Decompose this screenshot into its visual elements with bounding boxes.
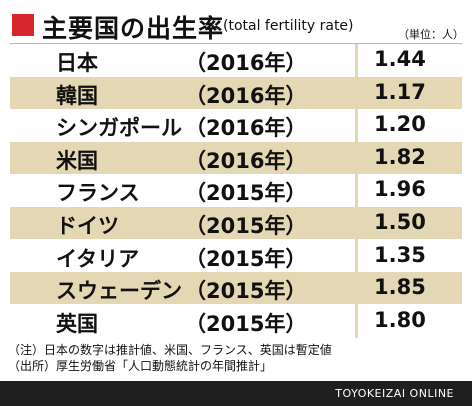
year-cell: （2015年）	[185, 246, 307, 271]
table-row: フランス （2015年） 1.96	[10, 174, 462, 207]
unit-label: （単位：人）	[398, 28, 464, 41]
year-cell: （2016年）	[185, 116, 307, 141]
column-divider	[355, 44, 358, 338]
year-cell: （2015年）	[185, 181, 307, 206]
table-row: ドイツ （2015年） 1.50	[10, 207, 462, 239]
country-cell: 米国	[56, 148, 98, 173]
country-cell: スウェーデン	[56, 279, 182, 304]
value-cell: 1.17	[374, 79, 426, 104]
chart-subtitle: (total fertility rate)	[223, 18, 354, 34]
year-cell: （2015年）	[185, 279, 307, 304]
year-cell: （2016年）	[185, 51, 307, 75]
credit-text: TOYOKEIZAI ONLINE	[335, 387, 454, 400]
country-cell: 日本	[56, 51, 98, 75]
table-row: 米国 （2016年） 1.82	[10, 141, 462, 174]
year-cell: （2016年）	[185, 148, 307, 173]
table-row: 韓国 （2016年） 1.17	[10, 76, 462, 109]
value-cell: 1.80	[374, 307, 426, 332]
value-cell: 1.44	[374, 47, 426, 71]
country-cell: ドイツ	[56, 214, 119, 238]
table-row: スウェーデン （2015年） 1.85	[10, 272, 462, 305]
year-cell: （2015年）	[185, 311, 307, 336]
value-cell: 1.85	[374, 275, 426, 300]
value-cell: 1.96	[374, 177, 426, 202]
table-row: 日本 （2016年） 1.44	[10, 44, 462, 76]
value-cell: 1.82	[374, 144, 426, 169]
table-row: 英国 （2015年） 1.80	[10, 304, 462, 337]
credit-bar: TOYOKEIZAI ONLINE	[0, 381, 472, 406]
note-estimate: （注）日本の数字は推計値、米国、フランス、英国は暫定値	[8, 343, 332, 357]
country-cell: 韓国	[56, 83, 98, 108]
value-cell: 1.35	[374, 242, 426, 267]
table-row: シンガポール （2016年） 1.20	[10, 109, 462, 142]
chart-header: 主要国の出生率 (total fertility rate)	[8, 6, 466, 43]
country-cell: イタリア	[56, 246, 140, 271]
value-cell: 1.50	[374, 210, 426, 234]
country-cell: シンガポール	[56, 116, 182, 141]
country-cell: フランス	[56, 181, 140, 206]
year-cell: （2015年）	[185, 214, 307, 238]
value-cell: 1.20	[374, 112, 426, 137]
notes: （注）日本の数字は推計値、米国、フランス、英国は暫定値 （出所）厚生労働省「人口…	[8, 342, 466, 374]
note-source: （出所）厚生労働省「人口動態統計の年間推計」	[8, 359, 273, 373]
year-cell: （2016年）	[185, 83, 307, 108]
fertility-table: 英国 （2015年） 1.80 スウェーデン （2015年） 1.85 イタリア （2015年…	[10, 43, 462, 338]
country-cell: 英国	[56, 311, 98, 336]
table-row: イタリア （2015年） 1.35	[10, 239, 462, 272]
title-marker	[12, 14, 34, 36]
chart-title: 主要国の出生率	[42, 14, 225, 43]
